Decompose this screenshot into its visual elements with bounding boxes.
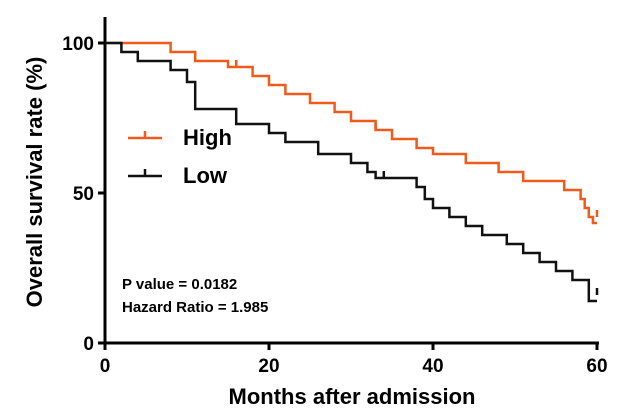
x-ticks: 0 20 40 60: [100, 343, 608, 377]
legend-item-high: High: [128, 125, 232, 150]
x-axis-title: Months after admission: [229, 384, 476, 409]
series-line-high: [105, 41, 597, 225]
x-tick-label: 20: [258, 356, 279, 377]
legend-label-high: High: [183, 125, 232, 150]
legend-label-low: Low: [183, 163, 228, 188]
legend-item-low: Low: [128, 163, 228, 188]
series-line-low: [105, 41, 597, 303]
p-value-annotation: P value = 0.0182: [122, 276, 237, 293]
series-layer: [105, 41, 599, 303]
y-tick-label: 100: [62, 34, 94, 55]
x-tick-label: 0: [100, 356, 111, 377]
y-ticks: 0 50 100: [62, 34, 105, 355]
legend: High Low: [128, 125, 232, 188]
y-axis-title: Overall survival rate (%): [22, 57, 47, 308]
hazard-ratio-annotation: Hazard Ratio = 1.985: [122, 299, 268, 316]
y-tick-label: 0: [83, 334, 94, 355]
x-tick-label: 60: [586, 356, 607, 377]
y-tick-label: 50: [73, 184, 94, 205]
x-tick-label: 40: [422, 356, 443, 377]
